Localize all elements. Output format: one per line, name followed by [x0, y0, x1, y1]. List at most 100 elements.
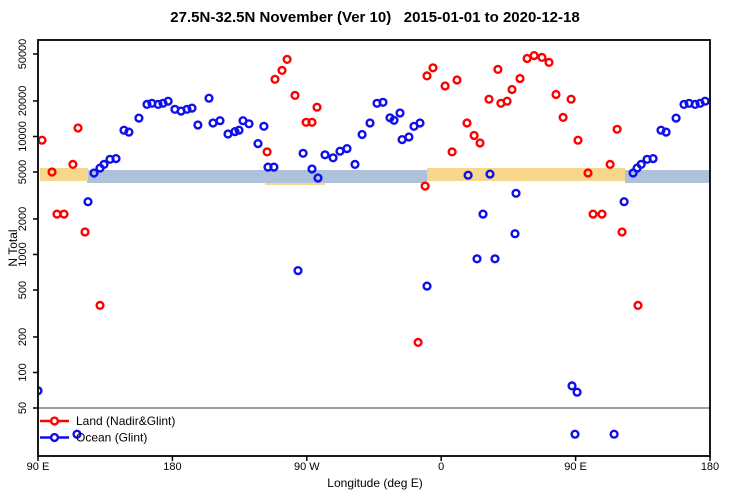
ocean-point	[404, 132, 414, 142]
land-point	[529, 50, 539, 61]
land-point	[290, 90, 300, 101]
land-point	[270, 74, 280, 84]
ocean-point	[208, 118, 218, 128]
land-point	[566, 94, 576, 104]
y-axis-title: N Total	[6, 229, 20, 267]
y-tick-label: 200	[17, 328, 29, 346]
ocean-point	[671, 113, 681, 123]
y-tick-label: 20000	[17, 86, 29, 117]
band-land	[39, 168, 89, 181]
land-point	[262, 147, 272, 157]
ocean-point	[648, 154, 658, 164]
ocean-point	[335, 146, 345, 156]
land-point	[493, 64, 503, 75]
chart-title: 27.5N-32.5N November (Ver 10) 2015-01-01…	[170, 9, 580, 26]
land-point	[428, 63, 438, 73]
ocean-point	[700, 96, 710, 106]
y-tick-label: 2000	[17, 207, 29, 231]
land-point	[282, 54, 292, 65]
land-point	[462, 118, 472, 128]
ocean-point	[570, 429, 580, 439]
threshold-bands	[39, 168, 710, 185]
x-tick-label: 90 E	[27, 461, 50, 473]
y-tick-label: 50000	[17, 39, 29, 70]
y-tick-label: 5000	[17, 160, 29, 184]
ocean-point	[609, 429, 619, 439]
land-point	[469, 130, 479, 141]
ocean-point	[134, 113, 144, 123]
y-axis: 50000 20000 10000 5000 2000 1000 500 200 100 50	[17, 39, 38, 414]
x-tick-label: 180	[701, 461, 719, 473]
ocean-point	[215, 116, 225, 126]
land-point	[312, 102, 322, 112]
land-point	[551, 89, 561, 100]
ocean-point	[510, 229, 520, 239]
x-axis: 90 E 180 90 W 0 90 E 180	[27, 456, 719, 473]
ocean-point	[187, 103, 197, 113]
y-tick-label: 1000	[17, 242, 29, 266]
ocean-point	[679, 99, 689, 110]
land-point	[95, 300, 105, 311]
land-point	[452, 75, 462, 85]
ocean-point	[153, 99, 163, 110]
ocean-point	[350, 159, 360, 170]
land-point	[537, 52, 547, 63]
legend: Land (Nadir&Glint) Ocean (Glint)	[40, 414, 175, 445]
ocean-point	[307, 164, 317, 174]
ocean-point	[234, 125, 244, 135]
ocean-point	[365, 118, 375, 128]
land-point	[59, 209, 69, 219]
land-point	[573, 135, 583, 145]
ocean-point	[269, 162, 279, 172]
land-point	[633, 300, 643, 311]
ocean-point	[253, 139, 263, 149]
x-tick-label: 0	[438, 461, 444, 473]
ocean-point	[142, 99, 152, 110]
ocean-point	[83, 197, 93, 207]
ocean-point	[661, 127, 671, 137]
ocean-point	[223, 129, 233, 139]
ocean-point	[124, 127, 134, 137]
ocean-point	[567, 381, 577, 391]
y-tick-label: 50	[17, 402, 29, 414]
land-point	[420, 181, 430, 191]
ocean-point	[422, 281, 432, 291]
band-ocean	[86, 170, 428, 183]
ocean-point	[163, 96, 173, 106]
ocean-point	[395, 108, 405, 118]
ocean-point	[244, 119, 254, 129]
ocean-point	[690, 99, 700, 110]
land-point	[544, 57, 554, 68]
land-point	[68, 159, 78, 170]
ocean-point	[72, 429, 82, 439]
ocean-point	[472, 254, 482, 264]
land-point	[588, 209, 598, 219]
ocean-point	[511, 188, 521, 198]
land-point	[440, 81, 450, 91]
land-point	[617, 227, 627, 237]
ocean-point	[342, 144, 352, 154]
band-land	[427, 168, 626, 181]
ocean-point	[111, 154, 121, 164]
land-point	[515, 73, 525, 84]
ocean-point	[313, 173, 323, 183]
x-axis-title: Longitude (deg E)	[327, 476, 423, 490]
y-tick-label: 500	[17, 281, 29, 299]
x-tick-label: 90 E	[564, 461, 587, 473]
land-point	[277, 65, 287, 76]
land-point	[422, 71, 432, 81]
ocean-point	[89, 168, 99, 178]
y-tick-label: 10000	[17, 121, 29, 152]
land-point	[558, 112, 568, 123]
land-point	[522, 53, 532, 64]
ocean-point	[328, 153, 338, 163]
land-point	[605, 159, 615, 170]
ocean-point	[572, 387, 582, 397]
band-ocean	[625, 170, 710, 183]
plot-box	[37, 39, 711, 457]
land-point	[612, 124, 622, 134]
x-tick-label: 180	[163, 461, 181, 473]
ocean-point	[636, 159, 646, 170]
